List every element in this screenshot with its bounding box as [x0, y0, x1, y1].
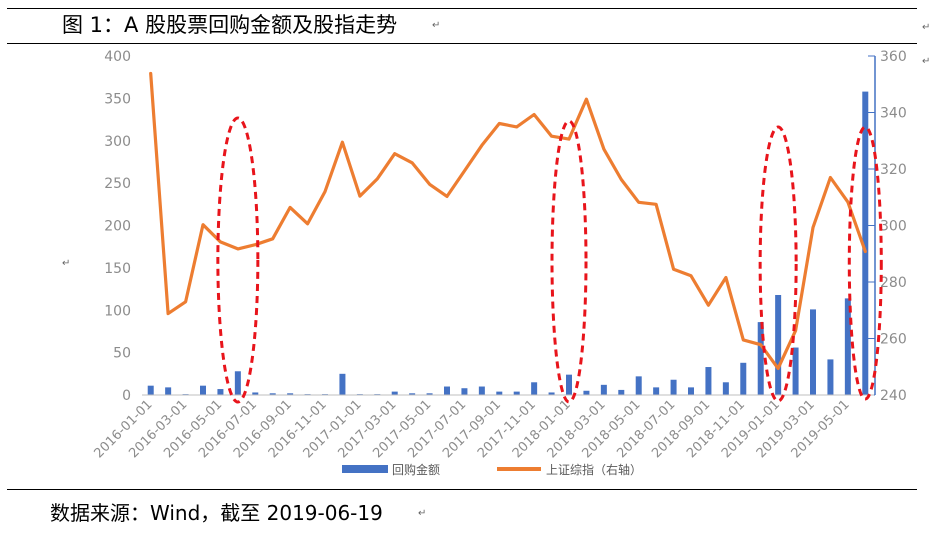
bar — [496, 391, 503, 395]
bar — [670, 379, 677, 395]
legend-swatch-bar — [342, 465, 388, 473]
left-axis-tick-label: 150 — [104, 261, 131, 277]
bar — [426, 393, 433, 395]
bar — [165, 387, 172, 395]
bar — [478, 386, 485, 395]
bar-series — [147, 91, 869, 395]
bar — [147, 385, 154, 395]
bar — [705, 367, 712, 395]
bar — [775, 294, 782, 395]
left-axis-tick-label: 300 — [104, 134, 131, 150]
paragraph-mark: ↵ — [922, 56, 931, 67]
bar — [461, 388, 468, 395]
bar — [566, 374, 572, 395]
bar — [722, 382, 729, 395]
dashed-ellipse — [758, 125, 798, 403]
right-axis-tick-label: 260 — [880, 332, 907, 348]
bar — [827, 359, 834, 395]
legend-label-bar: 回购金额 — [392, 462, 440, 477]
left-axis: 0 50 100 150 200 250 300 350 400 — [104, 49, 131, 404]
bar — [757, 322, 764, 395]
left-axis-tick-label: 350 — [104, 91, 131, 107]
right-axis: 240 260 280 300 320 340 360 — [868, 49, 907, 404]
dashed-ellipse — [550, 119, 588, 404]
right-axis-tick-label: 280 — [880, 275, 907, 291]
bar — [531, 382, 538, 395]
bar — [810, 309, 816, 395]
bar — [618, 389, 625, 395]
x-tick-labels: 2016-01-012016-03-012016-05-012016-07-01… — [92, 397, 853, 461]
bar — [635, 376, 642, 395]
bar — [252, 392, 259, 395]
left-axis-tick-label: 50 — [113, 346, 131, 362]
legend-label-line: 上证综指（右轴） — [546, 462, 642, 477]
bar — [548, 392, 555, 395]
title-rule — [7, 43, 917, 44]
bar — [234, 371, 241, 395]
index-line — [149, 71, 867, 370]
line-series — [149, 71, 867, 370]
left-axis-tick-label: 100 — [104, 303, 131, 319]
left-axis-tick-label: 400 — [104, 49, 131, 65]
bar — [391, 391, 398, 395]
top-rule — [7, 8, 917, 9]
bar — [409, 393, 416, 395]
dashed-ellipse — [847, 125, 883, 401]
bar — [792, 347, 799, 395]
bar — [287, 393, 294, 395]
legend: 回购金额 上证综指（右轴） — [342, 462, 642, 477]
left-axis-tick-label: 250 — [104, 176, 131, 192]
source-note: 数据来源：Wind，截至 2019-06-19 — [50, 501, 383, 525]
bar — [600, 384, 607, 395]
left-axis-tick-label: 0 — [122, 388, 131, 404]
bar — [444, 386, 450, 395]
bar — [200, 385, 206, 395]
paragraph-mark: ↵ — [922, 22, 931, 33]
bar — [583, 390, 590, 395]
right-axis-tick-label: 300 — [880, 219, 907, 235]
right-axis-tick-label: 240 — [880, 388, 907, 404]
bar — [740, 362, 747, 395]
paragraph-mark: ↵ — [432, 20, 441, 31]
figure-title: 图 1：A 股股票回购金额及股指走势 — [62, 13, 398, 37]
bar — [653, 387, 660, 395]
bottom-rule — [7, 489, 917, 490]
right-axis-tick-label: 320 — [880, 162, 907, 178]
bar — [339, 373, 346, 395]
left-axis-tick-label: 200 — [104, 219, 131, 235]
bar — [217, 389, 224, 395]
bar — [688, 387, 694, 395]
bar — [862, 91, 869, 395]
right-axis-tick-label: 360 — [880, 49, 907, 65]
bar — [513, 391, 520, 395]
bar — [844, 298, 851, 395]
paragraph-mark: ↵ — [62, 258, 71, 269]
annotations — [216, 116, 883, 404]
dashed-ellipse — [216, 116, 260, 404]
right-axis-tick-label: 340 — [880, 106, 907, 122]
bar — [269, 393, 276, 395]
paragraph-mark: ↵ — [418, 508, 427, 519]
